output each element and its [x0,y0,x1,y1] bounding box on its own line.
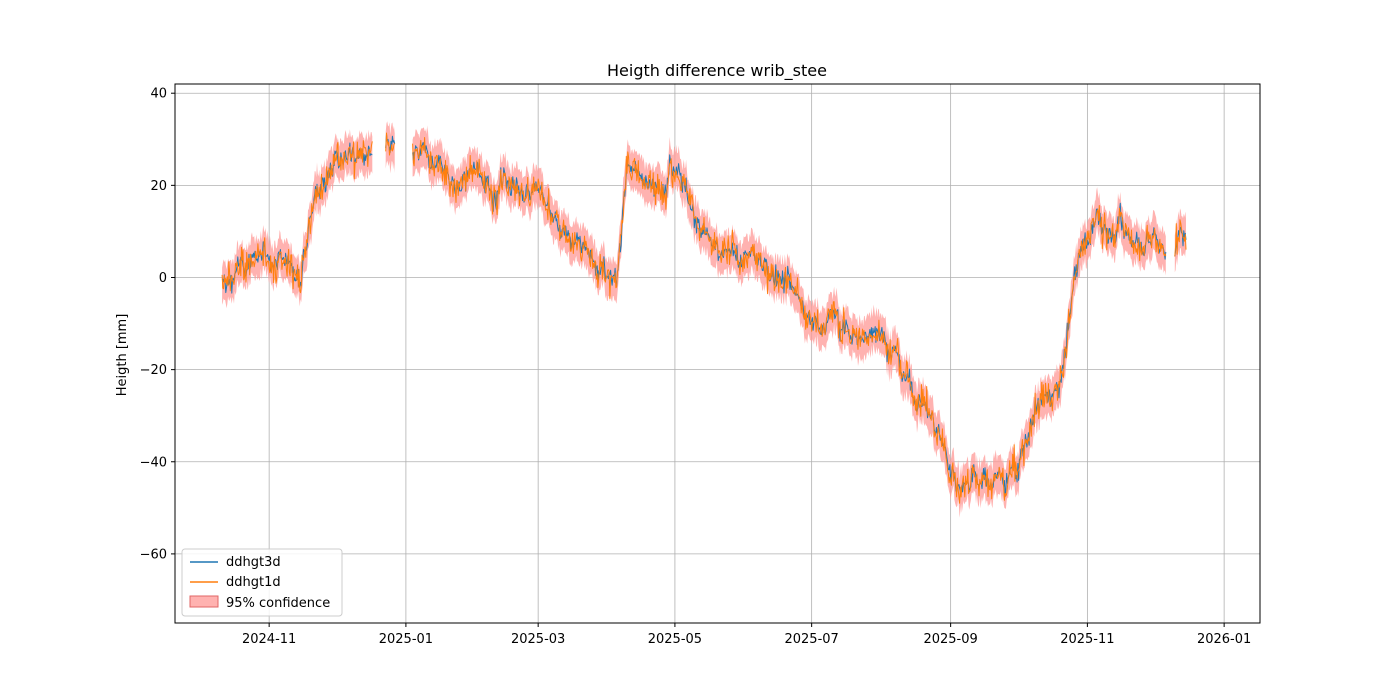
x-tick-label: 2025-09 [923,632,977,647]
legend-label-ddhgt1d: ddhgt1d [226,575,281,590]
y-axis-label: Heigth [mm] [115,314,130,397]
y-axis: 40 20 0 −20 −40 −60 [140,87,175,562]
x-tick-label: 2025-05 [648,632,702,647]
y-tick-label: 20 [150,179,167,194]
series-line-ddhgt1d [1174,219,1187,257]
legend-box [181,548,343,617]
confidence-band-segment [412,125,1166,518]
y-tick-label: −20 [140,363,167,378]
y-tick-label: −60 [140,547,167,562]
plot-area [221,121,1187,518]
legend-swatch-confidence [189,595,219,608]
series-line-ddhgt1d [221,140,373,294]
axes-frame [174,83,1261,624]
legend-label-ddhgt3d: ddhgt3d [226,555,281,570]
confidence-band-segment [222,129,373,309]
x-tick-label: 2024-11 [242,632,296,647]
x-axis: 2024-11 2025-01 2025-03 2025-05 2025-07 2025-… [242,623,1251,647]
legend-label-confidence: 95% confidence [226,596,330,611]
confidence-band-segment [1174,208,1186,273]
series-line-ddhgt1d [385,132,396,156]
series-line-ddhgt1d [412,137,1167,504]
x-tick-label: 2025-11 [1060,632,1114,647]
y-tick-label: 40 [150,87,167,102]
x-tick-label: 2025-07 [784,632,838,647]
chart-title: Heigth difference wrib_stee [607,61,827,81]
legend: ddhgt3d ddhgt1d 95% confidence [181,548,343,617]
x-tick-label: 2025-03 [511,632,565,647]
x-tick-label: 2026-01 [1197,632,1251,647]
y-tick-label: −40 [140,455,167,470]
x-tick-label: 2025-01 [379,632,433,647]
y-tick-label: 0 [159,271,167,286]
